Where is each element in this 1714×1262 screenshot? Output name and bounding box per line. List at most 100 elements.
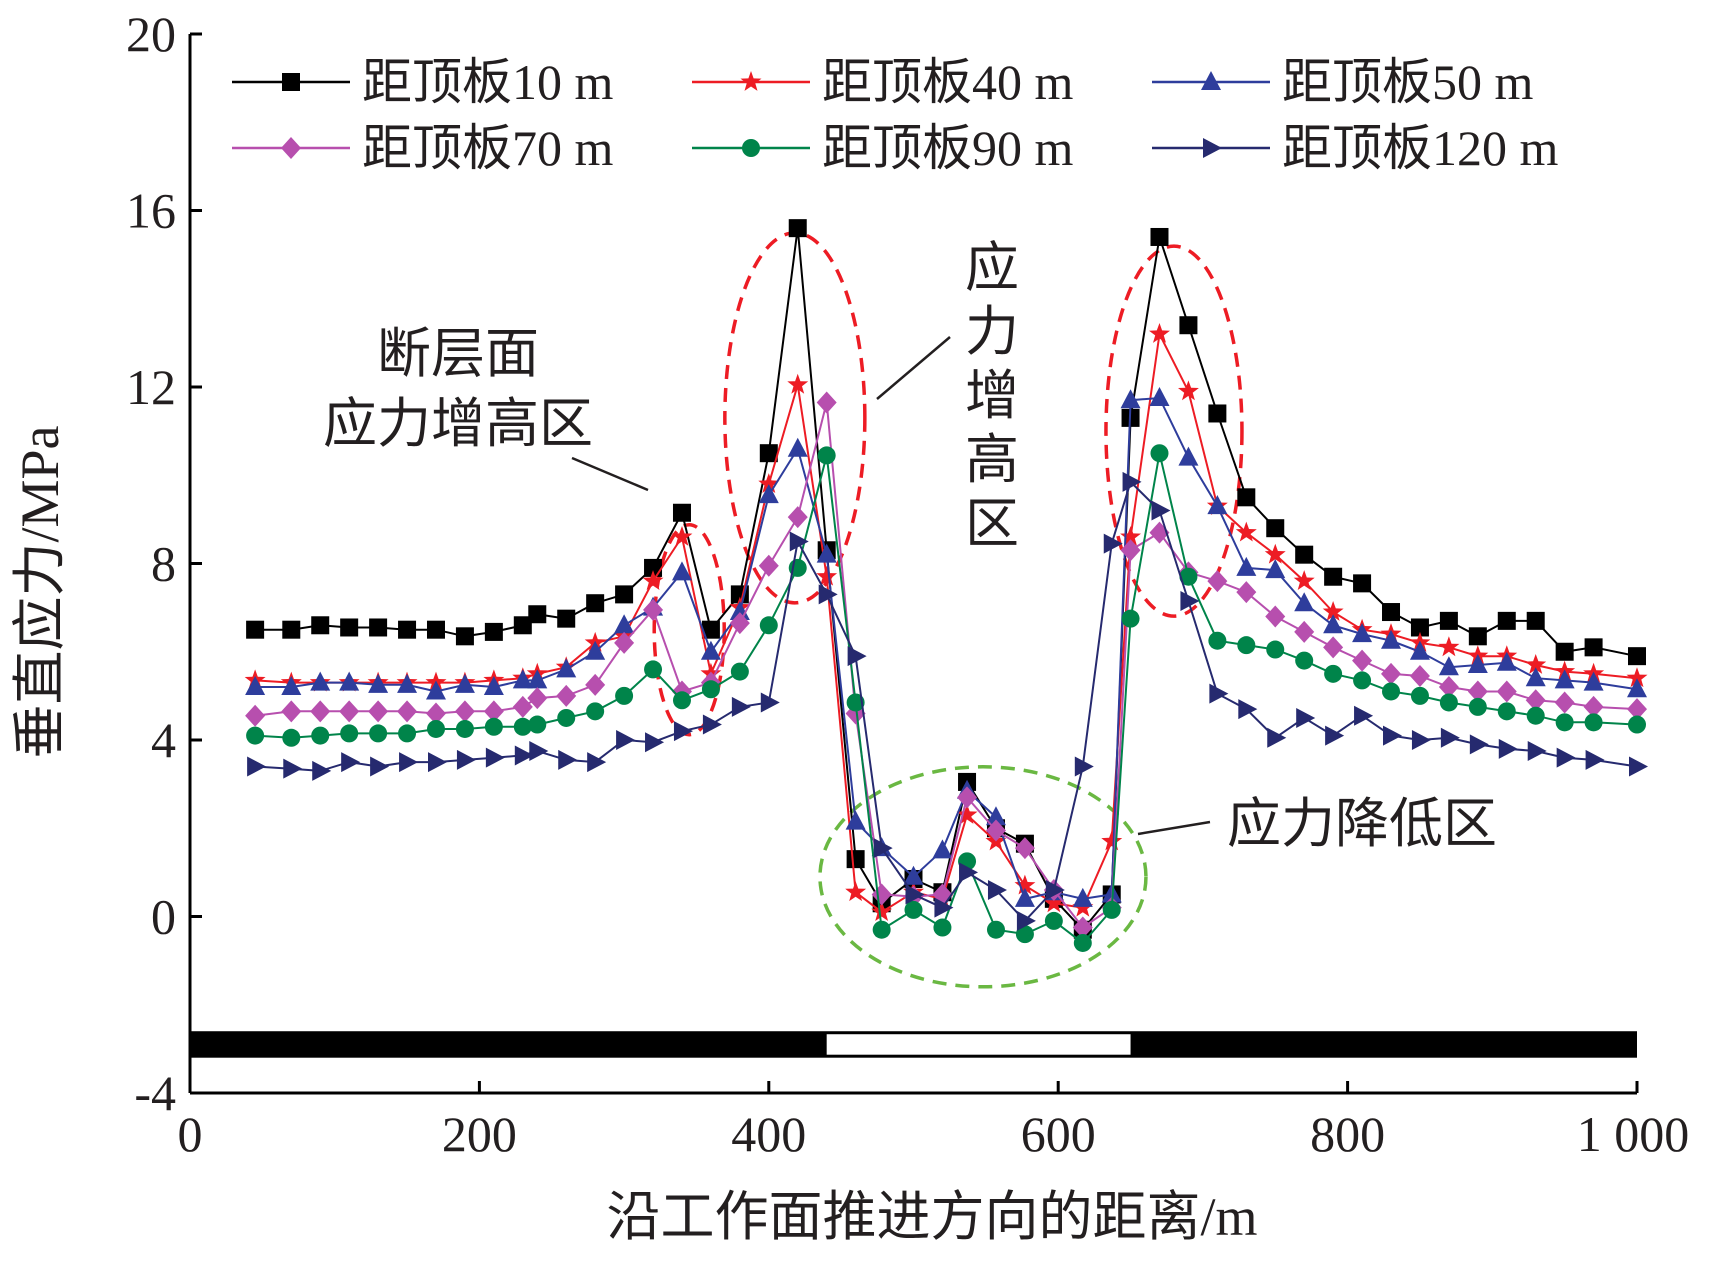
legend: 距顶板10 m 距顶板40 m 距顶板50 m 距顶板70 m 距顶板90 m 距顶板12…: [232, 54, 1558, 176]
data-point: [760, 692, 780, 713]
data-point: [1073, 933, 1092, 952]
data-point: [1626, 667, 1648, 688]
data-point: [1440, 727, 1460, 748]
data-point: [1178, 380, 1199, 401]
data-point: [1264, 543, 1286, 564]
data-point: [1235, 521, 1257, 542]
data-point: [454, 700, 475, 723]
data-point: [818, 584, 838, 605]
data-point: [1629, 756, 1648, 777]
data-point: [310, 700, 331, 723]
data-point: [1325, 725, 1345, 746]
data-point: [787, 373, 809, 394]
data-point: [310, 671, 331, 691]
y-tick-label: 12: [126, 359, 176, 415]
data-point: [643, 598, 664, 621]
data-point: [731, 696, 751, 717]
data-point: [1179, 567, 1198, 586]
data-point: [642, 570, 664, 590]
legend-item-1: 距顶板10 m: [232, 54, 613, 110]
annotation-decrease-zone: 应力降低区: [1227, 794, 1497, 854]
data-point: [556, 658, 577, 678]
data-point: [758, 484, 779, 504]
data-point: [587, 752, 607, 773]
y-tick-label: 8: [151, 536, 176, 592]
data-point: [700, 640, 721, 660]
data-point: [1265, 605, 1286, 628]
data-point: [245, 676, 266, 696]
data-point: [1121, 609, 1140, 628]
data-point: [368, 673, 389, 693]
data-point: [1014, 874, 1036, 895]
data-point: [1525, 689, 1546, 712]
legend-label: 距顶板70 m: [362, 120, 613, 176]
data-point: [586, 702, 605, 721]
legend-swatch-marker: [1201, 71, 1221, 90]
data-point: [1383, 725, 1403, 746]
legend-item-3: 距顶板50 m: [1152, 54, 1533, 110]
data-point: [1208, 404, 1227, 423]
data-point: [1149, 387, 1170, 407]
data-point: [455, 719, 474, 738]
data-point: [483, 700, 504, 723]
x-axis-title: 沿工作面推进方向的距离/m: [606, 1187, 1257, 1247]
data-point: [1266, 519, 1285, 538]
y-tick-label: 16: [126, 183, 176, 239]
data-point: [1628, 647, 1646, 666]
data-point: [933, 918, 952, 937]
data-point: [1072, 916, 1093, 939]
data-point: [586, 594, 605, 613]
data-point: [1324, 567, 1343, 586]
data-point: [454, 673, 475, 693]
data-point: [1439, 693, 1458, 712]
data-point: [1527, 741, 1547, 762]
data-point: [1556, 747, 1576, 768]
data-point: [340, 724, 359, 743]
data-point: [485, 747, 505, 768]
data-point: [671, 561, 692, 581]
legend-swatch-marker: [742, 139, 760, 157]
data-point: [340, 618, 359, 637]
data-point: [1044, 911, 1063, 930]
data-point: [644, 660, 663, 679]
annotation-fault-increase: 应力增高区: [323, 394, 593, 454]
data-point: [370, 756, 390, 777]
data-point: [817, 446, 836, 465]
data-point: [1381, 629, 1402, 649]
data-point: [1496, 651, 1517, 671]
data-point: [987, 880, 1007, 901]
data-point: [672, 691, 691, 710]
data-point: [1555, 713, 1574, 732]
data-point: [1555, 642, 1574, 661]
legend-label: 距顶板120 m: [1282, 120, 1558, 176]
data-point: [1467, 680, 1488, 703]
data-point: [873, 838, 893, 859]
data-point: [527, 669, 548, 689]
data-point: [341, 752, 361, 773]
data-point: [845, 810, 866, 830]
right-increase-zone: [1104, 244, 1244, 618]
data-point: [1293, 570, 1315, 590]
data-point: [845, 881, 867, 902]
series-6: [247, 471, 1648, 931]
data-point: [1122, 471, 1142, 492]
data-point: [956, 804, 978, 824]
data-point: [1180, 591, 1200, 612]
data-point: [281, 676, 302, 696]
data-point: [1627, 698, 1647, 721]
data-point: [816, 565, 838, 586]
series-5: [246, 444, 1646, 952]
data-point: [1353, 574, 1372, 593]
data-point: [1208, 631, 1227, 650]
data-point: [529, 741, 549, 762]
data-point: [1497, 702, 1516, 721]
data-point: [1526, 706, 1545, 725]
data-point: [1295, 545, 1314, 564]
data-point: [1627, 678, 1647, 698]
leader-decrease: [1137, 820, 1211, 836]
data-point: [701, 620, 720, 639]
x-tick-label: 600: [1021, 1106, 1096, 1162]
data-point: [846, 850, 865, 869]
data-point: [398, 724, 417, 743]
legend-swatch-marker: [282, 73, 300, 91]
